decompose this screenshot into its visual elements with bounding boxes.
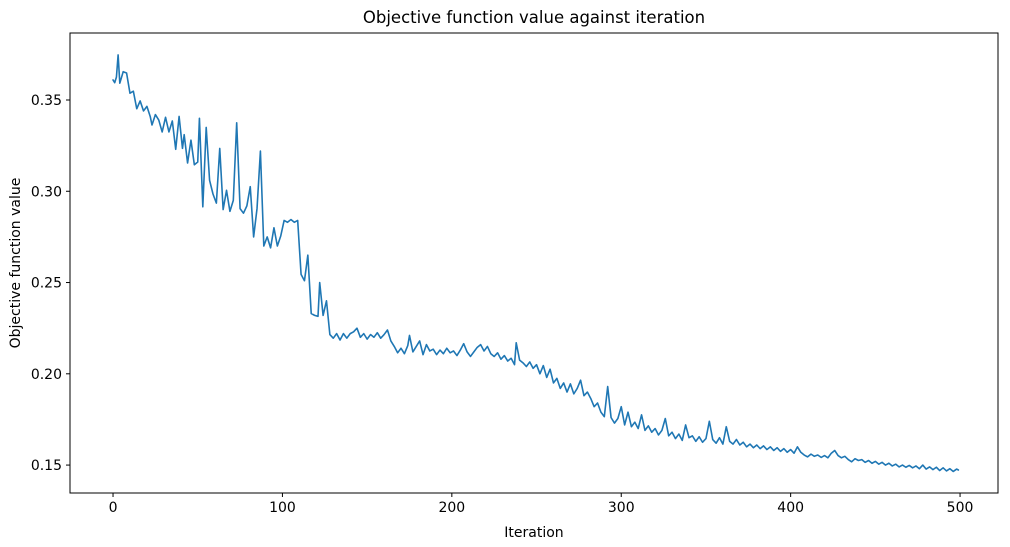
x-tick-label: 300 <box>608 500 635 516</box>
plot-border <box>69 32 999 494</box>
x-tick-label: 100 <box>269 500 296 516</box>
chart-title: Objective function value against iterati… <box>363 8 705 27</box>
y-tick-label: 0.35 <box>31 93 62 109</box>
x-tick-label: 200 <box>438 500 465 516</box>
x-tick-label: 0 <box>109 500 118 516</box>
axis-ticks: 0 100 200 300 400 500 0.15 0.20 0.25 0.30 0.35 <box>31 93 974 516</box>
y-tick-label: 0.15 <box>31 458 62 474</box>
x-tick-label: 500 <box>947 500 974 516</box>
y-tick-label: 0.30 <box>31 184 62 200</box>
y-axis-label: Objective function value <box>8 178 24 349</box>
y-tick-label: 0.20 <box>31 367 62 383</box>
objective-line <box>112 54 960 473</box>
x-tick-label: 400 <box>777 500 804 516</box>
x-axis-label: Iteration <box>504 525 563 541</box>
y-tick-label: 0.25 <box>31 276 62 292</box>
